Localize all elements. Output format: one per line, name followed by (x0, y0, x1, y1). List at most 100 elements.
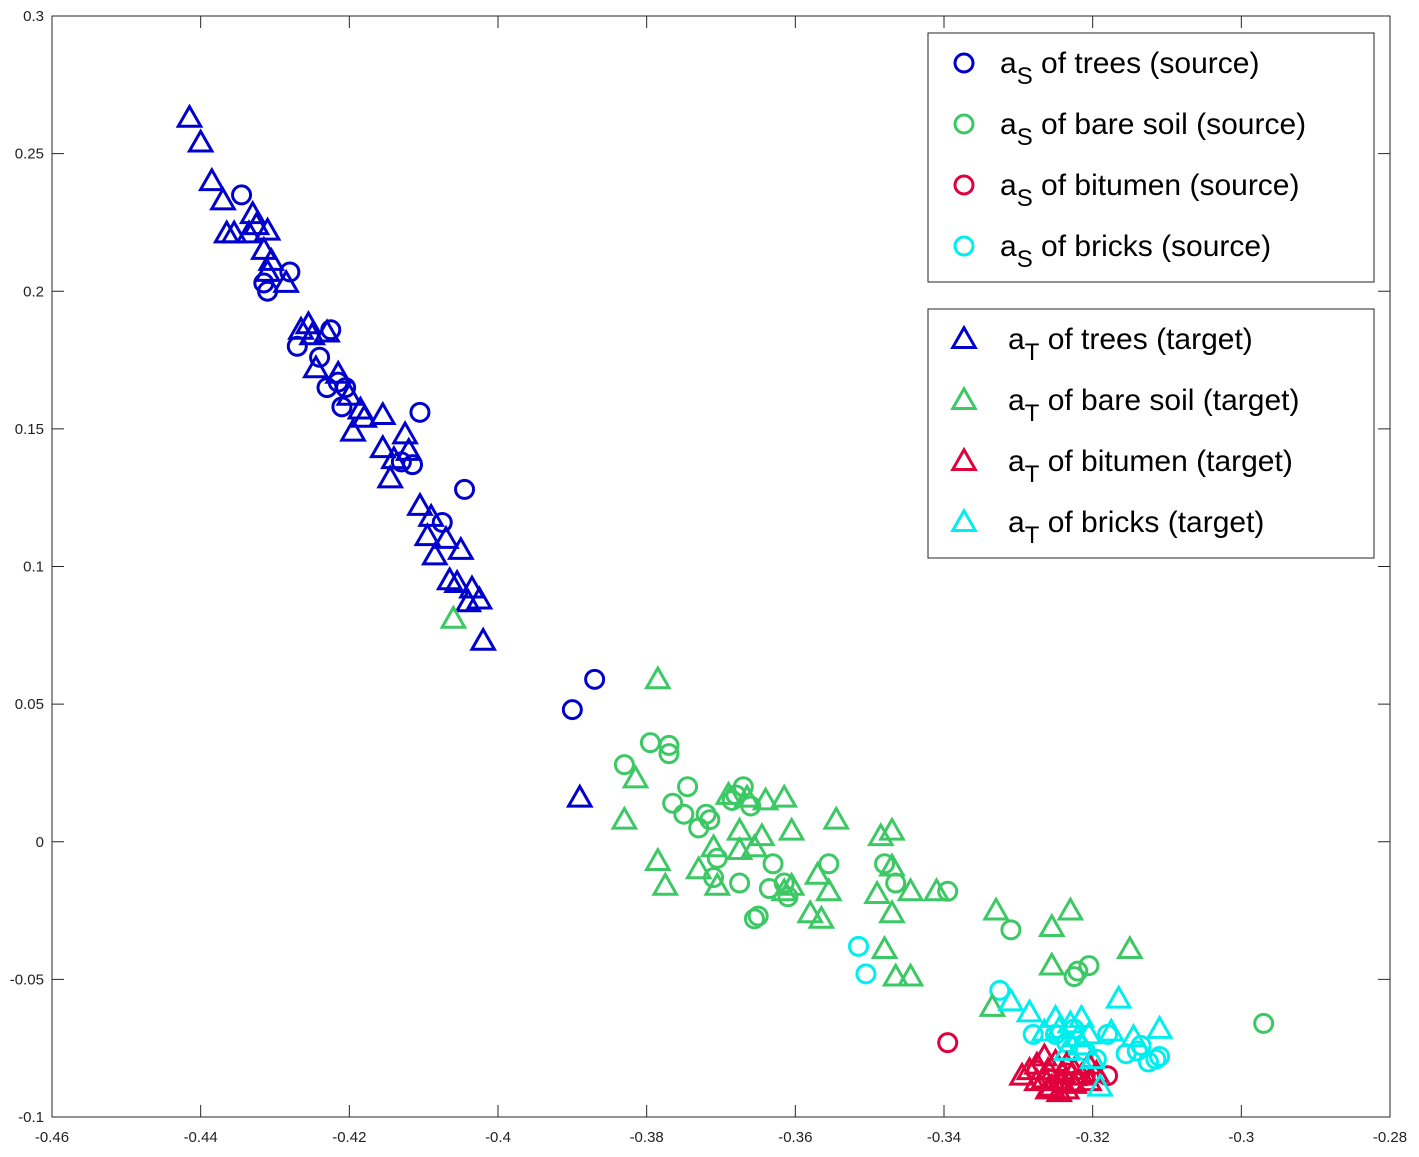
data-point-triangle (1023, 1050, 1051, 1075)
data-point-circle (937, 1032, 959, 1054)
y-tick-label: 0.25 (15, 146, 44, 163)
data-point-triangle (368, 433, 397, 459)
data-point-triangle (417, 502, 445, 527)
data-point-circle (584, 668, 606, 690)
data-point-circle (1078, 955, 1100, 977)
data-point-circle (677, 776, 699, 798)
y-tick-label: 0.3 (23, 8, 44, 25)
legend-label: aS of trees (source) (1000, 47, 1259, 90)
data-point-triangle (997, 987, 1025, 1012)
data-point-triangle (324, 359, 353, 384)
data-point-circle (409, 401, 431, 423)
data-point-triangle (1052, 1075, 1081, 1100)
data-point-triangle (770, 877, 799, 902)
data-point-triangle (406, 491, 434, 516)
y-tick-label: -0.05 (10, 971, 44, 988)
data-point-triangle (298, 321, 327, 346)
data-point-triangle (1097, 1017, 1126, 1042)
data-point-triangle (866, 821, 895, 847)
legend-marker (950, 324, 978, 349)
data-point-triangle (643, 846, 672, 871)
data-point-triangle (235, 219, 263, 244)
legend-label: aS of bricks (source) (1000, 230, 1271, 273)
legend-label: aT of bricks (target) (1008, 506, 1264, 549)
x-axis: -0.46 -0.44 -0.42 -0.4 -0.38 -0.36 -0.34 -0.32 -… (35, 16, 1407, 1146)
x-tick-label: -0.34 (927, 1129, 961, 1146)
data-point-triangle (807, 904, 836, 929)
data-point-triangle (863, 879, 891, 904)
data-point-circle (989, 979, 1011, 1001)
data-point-triangle (881, 962, 910, 987)
data-point-circle (454, 478, 476, 500)
legend-label: aS of bare soil (source) (1000, 108, 1306, 151)
data-point-triangle (796, 899, 825, 924)
data-point-circle (1000, 919, 1022, 941)
data-point-triangle (253, 257, 282, 282)
data-point-circle (1253, 1012, 1275, 1034)
data-point-circle (1149, 1045, 1171, 1067)
data-point-triangle (420, 541, 449, 566)
data-point-triangle (413, 521, 442, 547)
data-point-circle (743, 908, 765, 930)
data-point-triangle (1119, 1022, 1148, 1048)
y-tick-label: 0.15 (15, 421, 44, 438)
data-point-triangle (287, 315, 315, 340)
x-tick-label: -0.36 (778, 1129, 812, 1146)
legend-label: aT of trees (target) (1008, 323, 1253, 366)
data-point-triangle (391, 420, 419, 445)
data-point-circle (658, 734, 680, 756)
data-point-circle (706, 847, 728, 869)
data-point-triangle (1078, 1044, 1107, 1070)
data-point-triangle (1056, 1009, 1085, 1034)
data-point-triangle (740, 832, 769, 858)
data-point-triangle (1104, 984, 1133, 1009)
data-point-triangle (1067, 1031, 1096, 1056)
data-point-circle (747, 905, 769, 927)
data-point-triangle (1075, 1020, 1103, 1045)
data-point-triangle (443, 568, 471, 593)
data-point-triangle (313, 318, 341, 343)
data-point-triangle (978, 992, 1007, 1017)
data-point-triangle (651, 871, 680, 896)
data-point-triangle (435, 565, 464, 591)
data-point-triangle (684, 855, 713, 880)
x-tick-label: -0.32 (1076, 1129, 1110, 1146)
data-point-triangle (822, 805, 851, 830)
data-point-triangle (1086, 1072, 1114, 1097)
data-point-triangle (253, 216, 282, 241)
x-tick-label: -0.42 (332, 1129, 366, 1146)
data-point-triangle (770, 783, 799, 808)
data-point-circle (855, 963, 877, 985)
data-point-circle (613, 754, 635, 776)
y-tick-label: 0 (36, 834, 44, 851)
data-point-triangle (982, 896, 1010, 921)
data-point-triangle (1037, 951, 1066, 976)
data-point-circle (874, 853, 896, 875)
data-point-triangle (725, 835, 754, 860)
x-tick-label: -0.3 (1228, 1129, 1254, 1146)
data-point-triangle (394, 436, 423, 461)
data-point-triangle (186, 128, 215, 153)
x-tick-label: -0.44 (184, 1129, 218, 1146)
y-tick-label: 0.05 (15, 696, 44, 713)
data-point-triangle (1049, 1058, 1077, 1083)
data-point-circle (729, 872, 751, 894)
legend-marker (950, 507, 978, 532)
legend-target: aT of trees (target) aT of bare soil (tar… (927, 308, 1375, 559)
data-point-triangle (621, 764, 650, 789)
data-point-triangle (1056, 896, 1085, 921)
x-tick-label: -0.38 (630, 1129, 664, 1146)
y-tick-label: 0.1 (23, 559, 44, 576)
data-point-triangle (1034, 1075, 1062, 1100)
data-point-triangle (1041, 1003, 1070, 1028)
data-points (175, 103, 1275, 1103)
data-point-circle (1022, 1023, 1044, 1045)
data-point-triangle (1067, 1003, 1096, 1028)
x-tick-label: -0.46 (35, 1129, 69, 1146)
legend-marker (950, 446, 978, 471)
legend-marker (953, 113, 975, 135)
data-point-triangle (610, 805, 639, 830)
data-point-triangle (703, 871, 732, 896)
legend-label: aT of bare soil (target) (1008, 384, 1299, 427)
